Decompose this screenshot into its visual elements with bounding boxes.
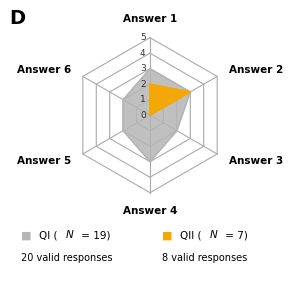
Text: ■: ■ (21, 230, 32, 240)
Text: D: D (9, 9, 25, 28)
Text: 8 valid responses: 8 valid responses (162, 253, 247, 264)
Text: Answer 1: Answer 1 (123, 14, 177, 24)
Text: N: N (66, 230, 74, 240)
Text: 2: 2 (140, 80, 146, 89)
Text: N: N (210, 230, 218, 240)
Text: 0: 0 (140, 111, 146, 120)
Polygon shape (123, 69, 190, 162)
Text: Answer 5: Answer 5 (17, 156, 71, 166)
Text: 5: 5 (140, 33, 146, 42)
Text: 3: 3 (140, 64, 146, 73)
Text: 1: 1 (140, 95, 146, 104)
Text: 4: 4 (140, 49, 146, 58)
Text: QII (: QII ( (180, 230, 202, 240)
Text: = 7): = 7) (222, 230, 248, 240)
Text: Answer 4: Answer 4 (123, 206, 177, 216)
Text: Answer 2: Answer 2 (229, 65, 283, 75)
Text: = 19): = 19) (78, 230, 110, 240)
Text: 20 valid responses: 20 valid responses (21, 253, 112, 264)
Text: QI (: QI ( (39, 230, 58, 240)
Text: Answer 6: Answer 6 (17, 65, 71, 75)
Text: Answer 3: Answer 3 (229, 156, 283, 166)
Polygon shape (150, 84, 190, 115)
Text: ■: ■ (162, 230, 172, 240)
